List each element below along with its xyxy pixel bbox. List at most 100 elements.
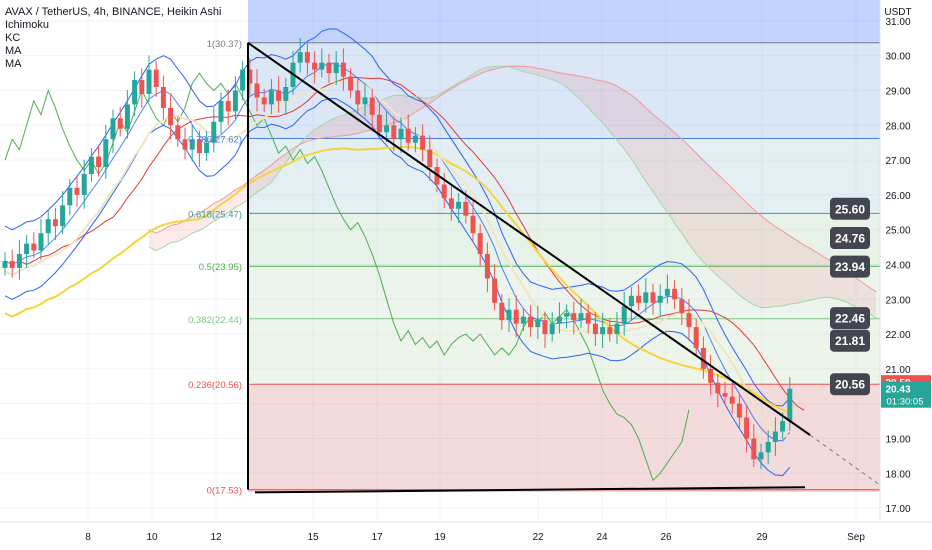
candle-body xyxy=(297,52,303,63)
time-axis-bg xyxy=(0,522,932,550)
candle-body xyxy=(772,431,778,442)
candle-body xyxy=(398,128,404,140)
candle-body xyxy=(729,396,735,404)
candle-body xyxy=(420,135,426,150)
price-badges: 25.6024.7623.9422.4621.8120.5620.5920.43… xyxy=(830,197,931,408)
time-tick-label: 8 xyxy=(85,532,91,543)
indicator-ichimoku-label[interactable]: Ichimoku xyxy=(5,19,50,31)
time-axis[interactable]: 8 10 12 15 17 19 22 24 26 29 Sep xyxy=(0,521,932,550)
candle-body xyxy=(744,417,750,439)
candle-body xyxy=(24,243,30,255)
candle-body xyxy=(9,261,15,268)
candle-body xyxy=(715,382,721,394)
candle-body xyxy=(484,254,490,279)
time-tick-label: Sep xyxy=(847,532,865,543)
candle-body xyxy=(448,198,454,209)
price-axis-unit: USDT xyxy=(884,7,911,18)
time-tick-label: 22 xyxy=(532,532,544,543)
price-tick-label: 18.00 xyxy=(885,469,910,480)
fib-level-label: 0(17.53) xyxy=(207,486,242,497)
ichimoku-span-b xyxy=(148,65,877,293)
candle-body xyxy=(556,316,562,324)
candle-body xyxy=(254,83,260,98)
candle-body xyxy=(643,292,649,303)
time-tick-label: 19 xyxy=(434,532,446,543)
fib-bottom-edge xyxy=(248,489,880,492)
price-label-badge xyxy=(830,227,870,250)
candle-body xyxy=(261,97,267,105)
candle-body xyxy=(463,201,469,216)
candle-body xyxy=(600,327,606,335)
price-label-text: 21.81 xyxy=(835,334,865,348)
indicator-ma-label[interactable]: MA xyxy=(5,45,22,57)
candle-body xyxy=(708,368,714,383)
candle-body xyxy=(268,90,274,105)
candle-body xyxy=(621,306,627,324)
candle-body xyxy=(693,327,699,348)
price-tick-label: 27.00 xyxy=(885,156,910,167)
candle-body xyxy=(520,316,526,324)
candle-body xyxy=(110,118,116,140)
candle-body xyxy=(376,114,382,133)
candle-body xyxy=(470,215,476,234)
candle-body xyxy=(182,139,188,150)
price-tick-label: 19.00 xyxy=(885,434,910,445)
candle-body xyxy=(456,201,462,209)
trendlines xyxy=(247,41,879,494)
candle-body xyxy=(650,292,656,303)
candle-body xyxy=(787,388,793,422)
candle-body xyxy=(405,128,411,143)
price-label-badge xyxy=(830,255,870,278)
candle-body xyxy=(340,62,346,77)
price-tick-label: 26.00 xyxy=(885,191,910,202)
candle-body xyxy=(96,156,102,168)
fib-level-label: 0.236(20.56) xyxy=(188,380,242,391)
candle-body xyxy=(60,205,66,227)
fib-zone-top xyxy=(248,0,880,43)
candle-body xyxy=(477,233,483,255)
candle-body xyxy=(2,261,8,268)
candle-body xyxy=(45,219,51,234)
ichimoku-base-line xyxy=(19,76,805,411)
candle-body xyxy=(218,100,224,122)
candle-body xyxy=(549,323,555,335)
candle-body xyxy=(499,302,505,321)
candle-body xyxy=(52,219,58,227)
price-axis-bg xyxy=(880,0,932,550)
price-tick-label: 25.00 xyxy=(885,226,910,237)
candle-body xyxy=(592,323,598,335)
time-tick-label: 12 xyxy=(210,532,222,543)
indicator-kc-label[interactable]: KC xyxy=(5,32,21,44)
fib-level-label: 0.5(23.95) xyxy=(199,262,242,273)
candle-body xyxy=(132,80,138,105)
candle-body xyxy=(175,125,181,140)
fib-zone xyxy=(248,213,880,267)
candle-body xyxy=(117,118,123,129)
candle-body xyxy=(672,288,678,300)
fib-zone xyxy=(248,266,880,319)
candle-body xyxy=(506,309,512,321)
chart-title[interactable]: AVAX / TetherUS, 4h, BINANCE, Heikin Ash… xyxy=(5,6,222,18)
candle-body xyxy=(391,125,397,140)
indicator-ma-label-2[interactable]: MA xyxy=(5,58,22,70)
candle-body xyxy=(585,313,591,324)
candle-body xyxy=(686,313,692,328)
ichimoku-layer xyxy=(4,65,877,482)
candle-body xyxy=(535,320,541,328)
candle-body xyxy=(319,62,325,70)
descending-trendline xyxy=(247,41,811,436)
candle-body xyxy=(780,421,786,432)
candle-body xyxy=(427,149,433,168)
candle-body xyxy=(333,62,339,74)
candle-body xyxy=(664,288,670,296)
current-price-text: 20.43 xyxy=(885,385,910,396)
candle-body xyxy=(38,233,44,251)
price-label-badge xyxy=(830,329,870,352)
price-tick-label: 21.00 xyxy=(885,365,910,376)
candle-body xyxy=(441,184,447,199)
candle-body xyxy=(31,243,37,251)
candle-body xyxy=(103,139,109,168)
fib-zone xyxy=(248,384,880,490)
candle-body xyxy=(74,187,80,195)
